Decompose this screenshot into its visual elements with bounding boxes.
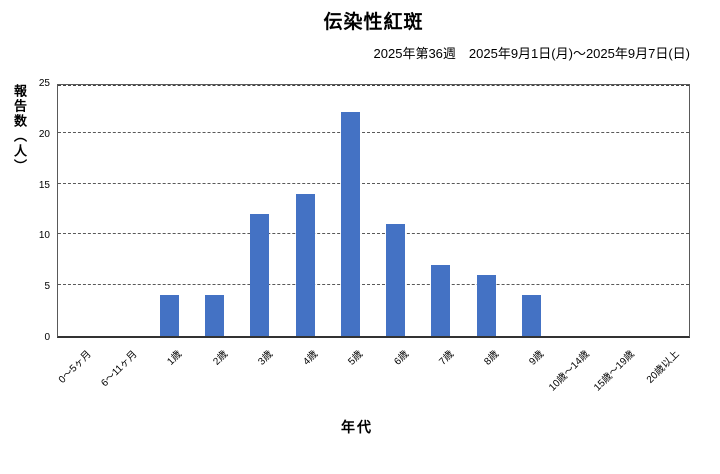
x-tick-label-7歳: 7歳 bbox=[437, 348, 456, 368]
gridline-10 bbox=[58, 233, 689, 235]
bar-5歳 bbox=[340, 112, 360, 336]
y-tick-label-25: 25 bbox=[38, 78, 50, 89]
gridline-25 bbox=[58, 85, 689, 86]
x-tick-label-9歳: 9歳 bbox=[527, 348, 547, 368]
bar-2歳 bbox=[205, 295, 225, 336]
chart-subtitle: 2025年第36週 2025年9月1日(月)～2025年9月7日(日) bbox=[373, 46, 690, 61]
x-tick-label-6～11ヶ月: 6～11ヶ月 bbox=[99, 348, 140, 390]
x-tick-label-8歳: 8歳 bbox=[482, 348, 502, 368]
y-tick-label-20: 20 bbox=[38, 128, 50, 140]
x-tick-label-2歳: 2歳 bbox=[211, 348, 230, 368]
x-tick-label-1歳: 1歳 bbox=[165, 348, 185, 368]
gridline-5 bbox=[58, 284, 689, 286]
x-tick-label-10歳～14歳: 10歳～14歳 bbox=[546, 348, 592, 394]
x-axis-title: 年代 bbox=[341, 419, 373, 435]
bar-6歳 bbox=[386, 224, 406, 336]
x-tick-label-15歳～19歳: 15歳～19歳 bbox=[592, 348, 637, 394]
bar-7歳 bbox=[431, 264, 451, 336]
gridline-20 bbox=[58, 131, 689, 133]
x-tick-label-5歳: 5歳 bbox=[346, 348, 366, 368]
x-tick-label-0～5ヶ月: 0～5ヶ月 bbox=[57, 348, 95, 386]
y-axis-title: 報告数（人） bbox=[12, 84, 27, 174]
plot-area bbox=[57, 84, 690, 338]
bar-9歳 bbox=[521, 295, 541, 336]
bar-3歳 bbox=[250, 214, 270, 336]
bar-1歳 bbox=[160, 295, 180, 336]
y-tick-label-15: 15 bbox=[38, 179, 50, 191]
x-tick-label-6歳: 6歳 bbox=[391, 348, 411, 368]
chart-title: 伝染性紅斑 bbox=[323, 12, 424, 33]
x-tick-label-20歳以上: 20歳以上 bbox=[645, 348, 683, 386]
bar-4歳 bbox=[295, 193, 315, 336]
x-tick-label-3歳: 3歳 bbox=[256, 348, 276, 368]
gridline-15 bbox=[58, 182, 689, 184]
x-tick-label-4歳: 4歳 bbox=[301, 348, 321, 368]
bar-8歳 bbox=[476, 275, 496, 336]
y-tick-label-0: 0 bbox=[44, 332, 50, 343]
y-tick-label-10: 10 bbox=[38, 230, 50, 242]
y-tick-label-5: 5 bbox=[44, 281, 50, 293]
